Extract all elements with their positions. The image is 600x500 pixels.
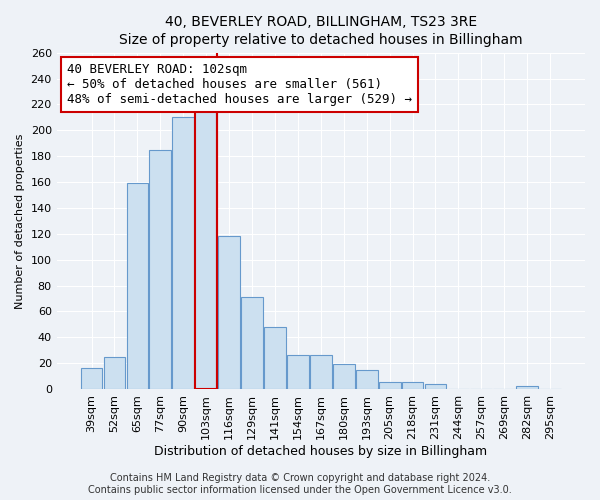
- Y-axis label: Number of detached properties: Number of detached properties: [15, 133, 25, 308]
- Text: Contains HM Land Registry data © Crown copyright and database right 2024.
Contai: Contains HM Land Registry data © Crown c…: [88, 474, 512, 495]
- Bar: [516, 386, 538, 389]
- Bar: [401, 382, 424, 389]
- Bar: [80, 368, 103, 389]
- Bar: [333, 364, 355, 389]
- Bar: [425, 384, 446, 389]
- Bar: [241, 297, 263, 389]
- Bar: [287, 356, 309, 389]
- Bar: [356, 370, 377, 389]
- Bar: [264, 327, 286, 389]
- Text: 40 BEVERLEY ROAD: 102sqm
← 50% of detached houses are smaller (561)
48% of semi-: 40 BEVERLEY ROAD: 102sqm ← 50% of detach…: [67, 63, 412, 106]
- Bar: [127, 184, 148, 389]
- Bar: [379, 382, 401, 389]
- Bar: [310, 356, 332, 389]
- Bar: [196, 111, 217, 389]
- X-axis label: Distribution of detached houses by size in Billingham: Distribution of detached houses by size …: [154, 444, 487, 458]
- Bar: [172, 118, 194, 389]
- Bar: [104, 356, 125, 389]
- Bar: [218, 236, 240, 389]
- Bar: [149, 150, 171, 389]
- Title: 40, BEVERLEY ROAD, BILLINGHAM, TS23 3RE
Size of property relative to detached ho: 40, BEVERLEY ROAD, BILLINGHAM, TS23 3RE …: [119, 15, 523, 48]
